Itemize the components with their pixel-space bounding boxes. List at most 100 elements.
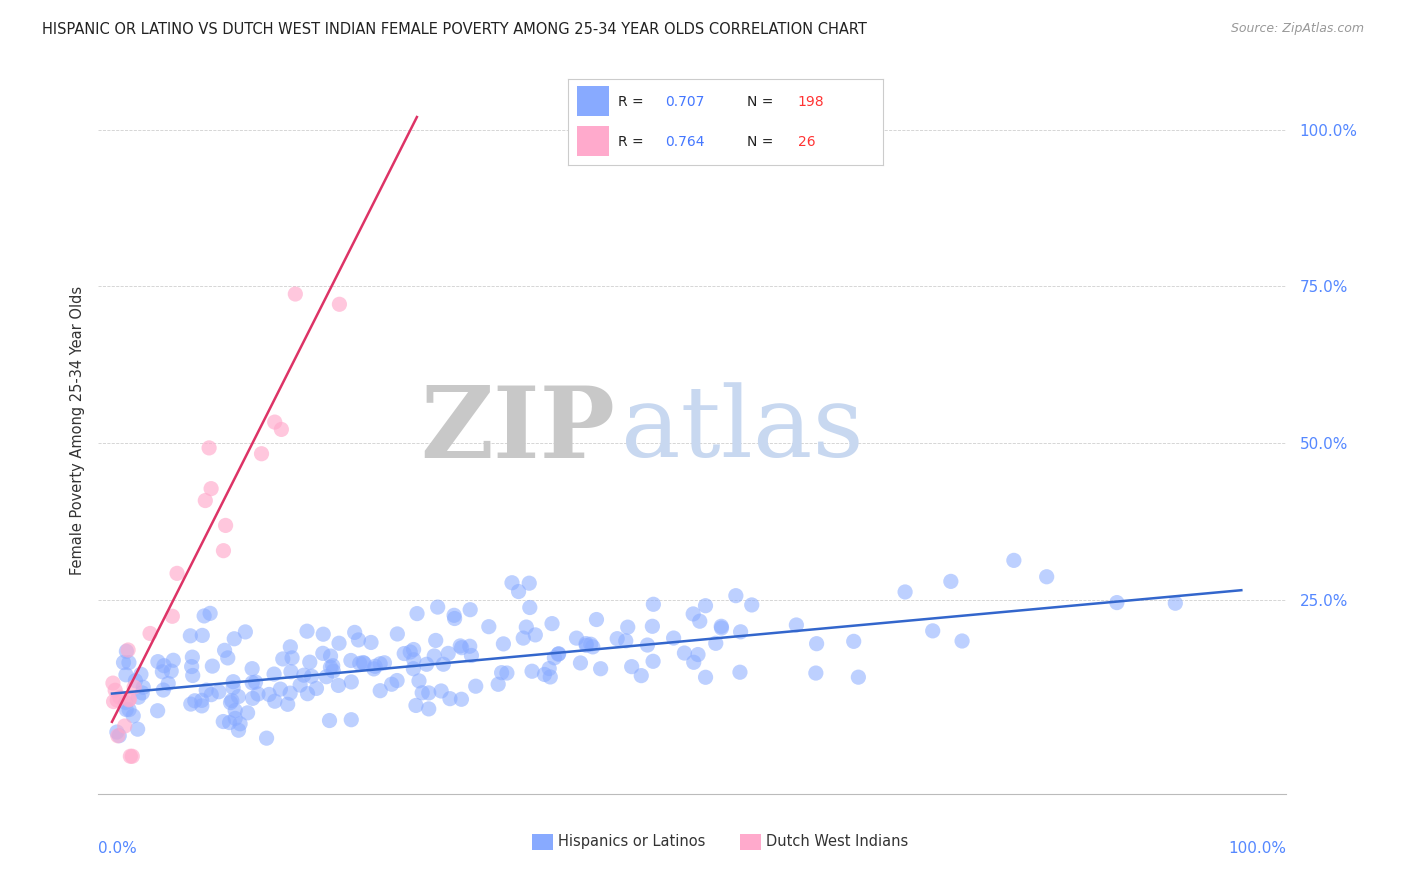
Text: Hispanics or Latinos: Hispanics or Latinos [558,834,706,849]
Point [107,729,129,743]
Point [347,632,370,647]
Point [418,702,440,716]
Point [328,636,350,650]
Point [105,693,128,707]
Point [194,493,217,508]
Point [368,683,391,698]
Point [152,683,174,698]
Point [704,636,727,650]
Point [217,651,239,665]
Point [117,643,139,657]
Point [328,678,350,692]
Point [443,611,465,625]
Point [728,665,751,680]
Point [328,297,350,311]
Point [682,607,704,621]
Point [101,676,124,690]
Point [191,628,214,642]
Point [157,676,180,690]
Point [280,665,302,679]
Point [118,693,141,707]
Point [120,749,142,764]
Point [1035,570,1057,584]
Point [402,662,425,676]
Point [200,688,222,702]
Point [425,633,447,648]
Point [118,656,141,670]
Point [105,725,128,739]
Point [411,686,433,700]
Point [373,656,395,670]
Point [353,657,375,671]
Point [364,659,387,673]
Point [181,668,204,682]
Point [153,658,176,673]
Point [319,660,342,674]
Point [450,640,472,655]
Point [575,637,598,651]
Point [565,631,588,645]
Point [848,670,870,684]
Point [278,640,301,654]
Point [245,675,267,690]
Point [804,666,827,681]
Point [150,665,173,679]
Point [458,603,481,617]
Point [443,608,465,623]
Point [508,584,530,599]
Point [222,674,245,689]
Point [122,709,145,723]
Point [257,688,280,702]
Point [520,665,543,679]
Point [806,637,828,651]
Point [939,574,962,589]
Point [128,690,150,705]
Text: 0.0%: 0.0% [98,841,138,856]
Point [408,673,430,688]
Point [224,711,246,725]
Point [191,698,214,713]
Point [695,670,717,684]
Point [460,648,482,663]
Point [322,664,344,678]
Point [406,607,429,621]
Point [1002,553,1025,567]
Point [730,624,752,639]
Point [381,677,404,691]
Point [340,713,363,727]
Point [236,706,259,720]
Y-axis label: Female Poverty Among 25-34 Year Olds: Female Poverty Among 25-34 Year Olds [69,285,84,575]
Point [340,675,363,690]
Point [162,609,184,624]
Point [214,518,236,533]
Point [271,652,294,666]
Point [894,585,917,599]
Point [104,683,127,698]
Point [439,691,461,706]
Point [620,659,643,673]
Point [297,687,319,701]
Point [322,658,344,673]
Point [538,661,561,675]
Point [686,648,709,662]
Point [517,576,540,591]
Point [449,639,471,653]
Point [547,647,569,661]
Point [224,632,246,646]
Point [496,666,519,681]
Point [616,620,638,634]
Point [538,670,561,684]
Point [139,626,162,640]
Text: ZIP: ZIP [420,382,616,479]
Point [190,693,212,707]
Point [399,645,422,659]
Point [218,715,240,730]
Point [228,723,250,738]
Point [724,589,747,603]
Point [292,668,315,682]
Point [240,675,263,690]
Point [741,598,763,612]
Point [695,599,717,613]
Point [423,648,446,663]
Point [575,639,598,653]
